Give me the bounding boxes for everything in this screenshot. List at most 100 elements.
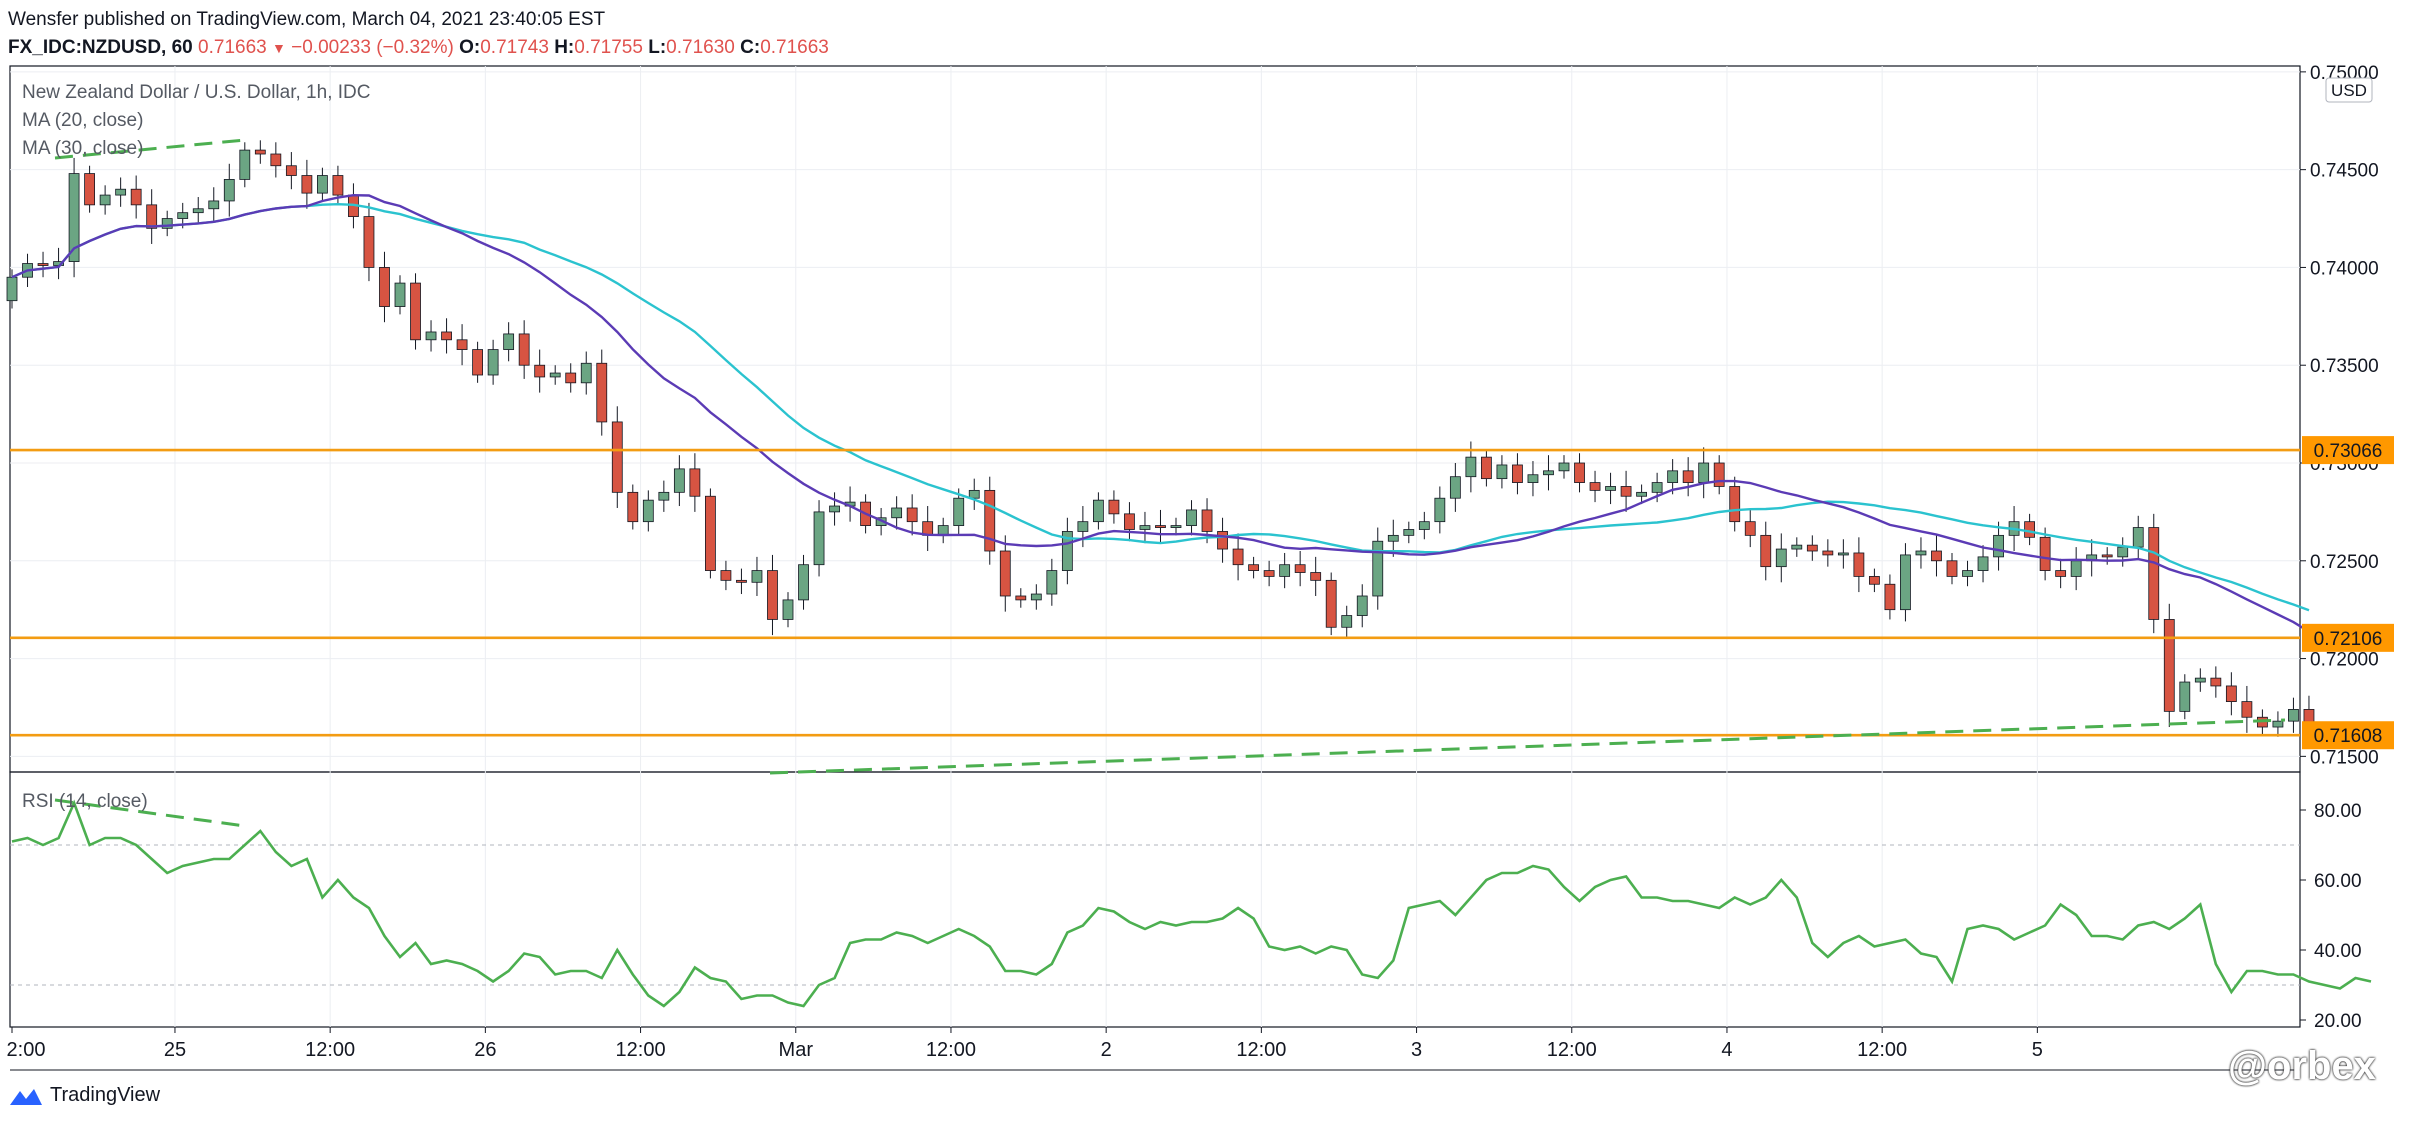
candle: [1869, 568, 1880, 593]
legend-ma20[interactable]: MA (20, close): [22, 110, 144, 131]
candle: [1061, 517, 1073, 585]
time-tick-label: Mar: [779, 1039, 814, 1061]
symbol-line: FX_IDC:NZDUSD, 60 0.71663 ▼ −0.00233 (−0…: [8, 34, 829, 62]
price-tick-label: 0.71500: [2310, 747, 2379, 768]
candle: [1155, 509, 1166, 544]
candle: [1698, 447, 1710, 499]
time-tick-label: 12:00: [1547, 1039, 1597, 1061]
candle: [1636, 484, 1647, 505]
candle: [2148, 513, 2160, 634]
candle: [2117, 537, 2129, 567]
candle: [223, 163, 235, 217]
candle: [1543, 455, 1554, 491]
candle: [1232, 533, 1244, 581]
time-tick-label: 4: [1721, 1039, 1732, 1061]
close-label: C:: [740, 37, 761, 58]
candle: [130, 175, 142, 219]
candle: [953, 488, 965, 536]
candle: [1418, 511, 1430, 540]
candle: [239, 142, 251, 188]
candle: [2241, 685, 2253, 733]
last-price: 0.71663: [198, 37, 267, 58]
time-tick-label: 2:00: [7, 1039, 46, 1061]
candle: [1015, 588, 1027, 608]
candle: [1853, 537, 1865, 593]
brand-name: TradingView: [50, 1084, 161, 1106]
time-tick-label: 12:00: [1857, 1039, 1907, 1061]
candle: [161, 210, 173, 237]
candle: [146, 189, 158, 244]
candle: [472, 341, 484, 383]
candle: [1775, 533, 1787, 583]
candle: [1170, 517, 1182, 536]
candle: [285, 152, 297, 190]
tradingview-brand[interactable]: TradingView: [8, 1084, 160, 1107]
candle: [2194, 668, 2206, 692]
candle: [1527, 461, 1539, 497]
candle: [1915, 537, 1927, 569]
candle: [1294, 551, 1306, 587]
candle: [394, 275, 406, 315]
legend-rsi[interactable]: RSI (14, close): [22, 791, 148, 812]
rsi-tick-label: 20.00: [2314, 1011, 2362, 1032]
ma20-line: [11, 193, 2310, 633]
open-label: O:: [459, 37, 481, 58]
candle: [1046, 558, 1058, 606]
candle: [1667, 459, 1679, 495]
candle: [1900, 543, 1911, 622]
candle: [2070, 547, 2082, 591]
candle: [813, 500, 825, 577]
candle: [751, 556, 763, 596]
candle: [1512, 453, 1523, 495]
legend-ma30[interactable]: MA (30, close): [22, 138, 144, 159]
candle: [1030, 584, 1042, 610]
candle: [2039, 527, 2051, 581]
candle: [1993, 521, 2004, 571]
trendline-support: [769, 718, 2286, 775]
candle: [254, 140, 266, 164]
time-tick-label: 12:00: [926, 1039, 976, 1061]
candle: [1931, 535, 1942, 577]
low-value: 0.71630: [666, 37, 735, 58]
candle: [968, 478, 980, 510]
rsi-line: [11, 799, 2372, 1008]
rsi-pane-frame: [9, 771, 2301, 1028]
candle: [705, 488, 716, 579]
candle: [1356, 584, 1368, 628]
level-label: 0.72106: [2302, 623, 2394, 652]
candle: [1620, 470, 1632, 512]
candle: [487, 339, 499, 385]
price-tick-label: 0.72000: [2310, 650, 2379, 671]
candle: [518, 320, 530, 379]
candle: [596, 349, 608, 436]
candle: [316, 167, 328, 201]
candle: [720, 560, 732, 591]
candle: [2163, 603, 2175, 728]
candle: [2225, 672, 2237, 716]
candle: [1962, 560, 1973, 587]
time-tick-label: 25: [164, 1039, 186, 1061]
candle: [503, 322, 515, 362]
candle: [456, 324, 468, 366]
high-value: 0.71755: [574, 37, 643, 58]
candle: [270, 142, 282, 178]
candle: [37, 251, 49, 278]
candle: [736, 568, 747, 595]
candle: [1682, 457, 1694, 497]
open-value: 0.71743: [480, 37, 549, 58]
level-value: 0.72106: [2314, 629, 2383, 650]
candle: [1403, 521, 1415, 544]
candle: [1884, 574, 1896, 620]
candle: [441, 318, 452, 354]
candle: [115, 177, 127, 207]
candle: [611, 406, 623, 508]
level-label: 0.73066: [2302, 436, 2394, 465]
symbol: FX_IDC:NZDUSD, 60: [8, 37, 193, 58]
candle: [192, 197, 204, 225]
tradingview-logo-icon: [10, 1088, 42, 1105]
candle: [2210, 666, 2222, 698]
low-label: L:: [648, 37, 667, 58]
price-tick-label: 0.72500: [2310, 552, 2379, 573]
high-label: H:: [554, 37, 575, 58]
